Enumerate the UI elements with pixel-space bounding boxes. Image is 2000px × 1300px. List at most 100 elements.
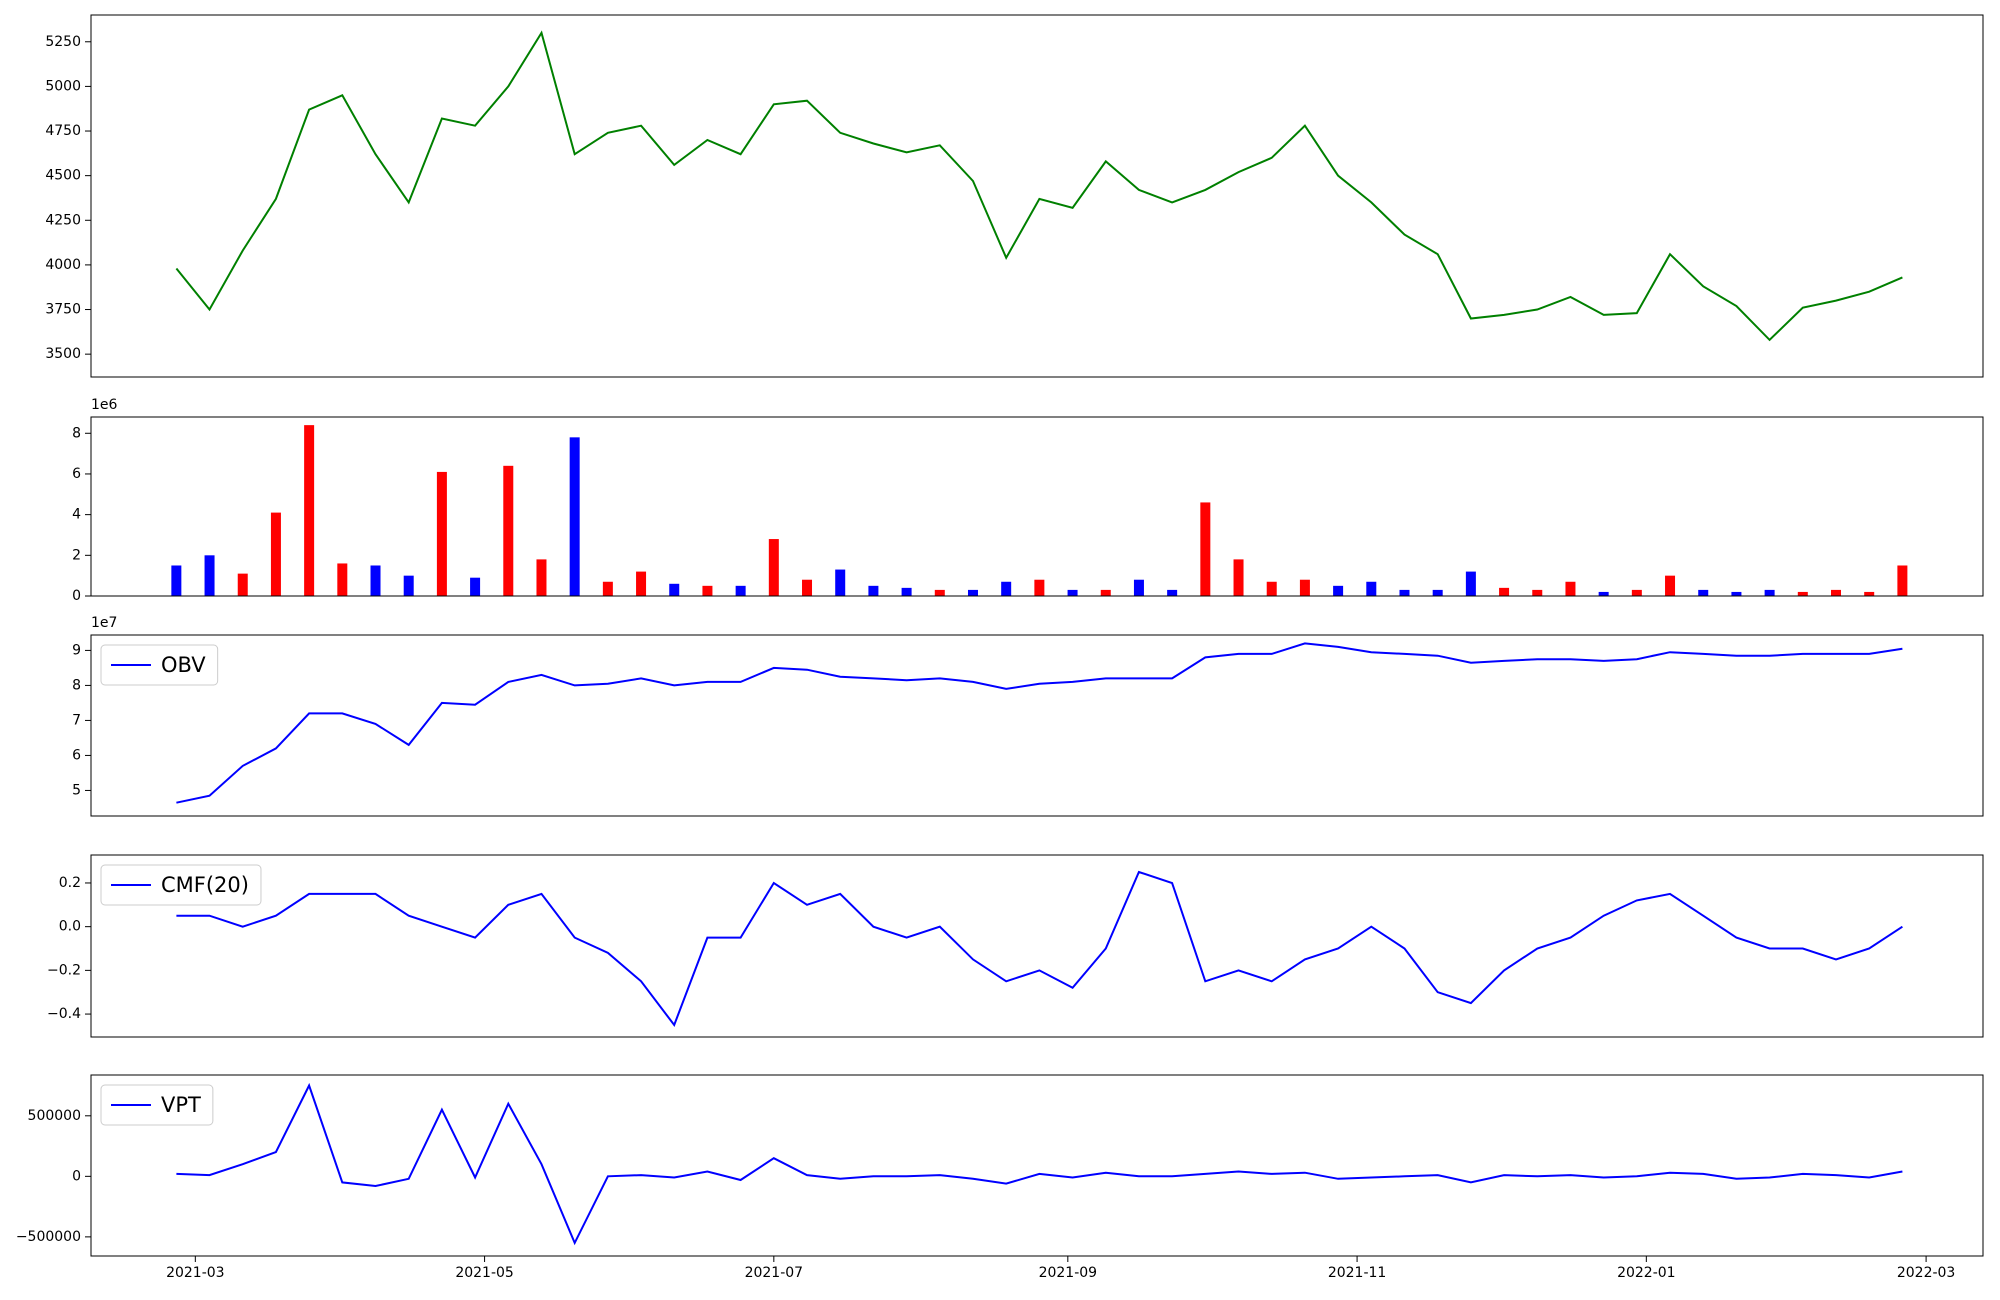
series-line [176, 1082, 1903, 1246]
legend: VPT [100, 1084, 214, 1126]
y-tick-label: 6 [72, 747, 81, 763]
bar [1465, 571, 1476, 596]
panel-frame [90, 416, 1984, 597]
bar [1233, 559, 1244, 596]
bar [934, 589, 945, 596]
y-tick-label: −0.2 [47, 962, 81, 978]
bar [735, 585, 746, 596]
panel-frame [90, 14, 1984, 378]
y-tick-label: −500000 [16, 1229, 81, 1245]
panel: −0.4 −0.2 0.0 0.2 CMF(20) [47, 854, 1984, 1038]
bar [1499, 587, 1510, 596]
y-tick-label: 4500 [45, 168, 81, 184]
bar [1897, 565, 1908, 596]
bar [237, 573, 248, 596]
y-tick-label: 0.2 [59, 875, 81, 891]
bar [1366, 581, 1377, 596]
bar [835, 569, 846, 596]
bar [171, 565, 182, 596]
legend-label: CMF(20) [161, 873, 249, 897]
x-tick-label: 2021-07 [745, 1265, 804, 1281]
x-tick-label: 2022-03 [1897, 1265, 1956, 1281]
series-line [176, 870, 1903, 1028]
bar [802, 579, 813, 596]
panel-frame [90, 1074, 1984, 1257]
legend-box [100, 864, 262, 906]
legend-box [100, 644, 219, 686]
bar [602, 581, 613, 596]
y-tick-label: 3750 [45, 302, 81, 318]
y-tick-label: 0 [72, 588, 81, 604]
x-tick-label: 2021-09 [1039, 1265, 1098, 1281]
bar [204, 555, 215, 596]
bar [1034, 579, 1045, 596]
bar [403, 575, 414, 596]
panel: −500000 0 500000 VPT 2021-03 2021-05 2021-07 20… [16, 1074, 1984, 1281]
bar [503, 465, 514, 596]
panel: 3500 3750 4000 4250 4500 4750 5000 5250 [45, 14, 1984, 378]
bar [967, 589, 978, 596]
bar [1731, 591, 1742, 596]
y-tick-label: −0.4 [47, 1006, 81, 1022]
bar [1831, 589, 1842, 596]
bar [1001, 581, 1012, 596]
y-tick-label: 5000 [45, 78, 81, 94]
bar [1266, 581, 1277, 596]
y-tick-label: 2 [72, 547, 81, 563]
y-tick-label: 0 [72, 1168, 81, 1184]
y-tick-label: 8 [72, 425, 81, 441]
y-tick-label: 4750 [45, 123, 81, 139]
y-tick-label: 7 [72, 712, 81, 728]
panel-frame [90, 854, 1984, 1038]
x-tick-label: 2021-05 [455, 1265, 514, 1281]
bar [1399, 589, 1410, 596]
bar [1067, 589, 1078, 596]
legend-label: VPT [161, 1093, 201, 1117]
y-tick-label: 6 [72, 466, 81, 482]
x-tick-label: 2022-01 [1617, 1265, 1676, 1281]
bar [1299, 579, 1310, 596]
bar [669, 583, 680, 596]
bar [337, 563, 348, 596]
bar [1631, 589, 1642, 596]
legend: CMF(20) [100, 864, 262, 906]
y-tick-label: 500000 [28, 1108, 81, 1124]
bar [1797, 591, 1808, 596]
bar [768, 539, 779, 596]
series-line [175, 30, 1903, 342]
y-tick-label: 8 [72, 677, 81, 693]
legend-box [100, 1084, 214, 1126]
panel: 5 6 7 8 9 1e7 OBV [72, 615, 1984, 817]
bar [270, 512, 281, 596]
x-tick-label: 2021-11 [1328, 1265, 1387, 1281]
offset-label: 1e7 [91, 615, 117, 631]
bar [901, 587, 912, 596]
bar [1665, 575, 1676, 596]
panel: 0 2 4 6 8 1e6 [72, 397, 1984, 604]
y-tick-label: 4000 [45, 257, 81, 273]
bar [569, 437, 580, 596]
bar [1167, 589, 1178, 596]
y-tick-label: 0.0 [59, 919, 81, 935]
bar [1200, 502, 1211, 596]
bar [436, 471, 447, 596]
x-tick-label: 2021-03 [166, 1265, 225, 1281]
bar [1532, 589, 1543, 596]
bar [1764, 589, 1775, 596]
bar [1333, 585, 1344, 596]
bar [1598, 591, 1609, 596]
bar [1864, 591, 1875, 596]
y-tick-label: 9 [72, 642, 81, 658]
legend-label: OBV [161, 653, 206, 677]
bar [470, 577, 481, 596]
bar [1100, 589, 1111, 596]
y-tick-label: 3500 [45, 346, 81, 362]
panel-frame [90, 634, 1984, 817]
y-tick-label: 5250 [45, 34, 81, 50]
offset-label: 1e6 [91, 397, 118, 413]
bar [304, 425, 315, 596]
bar [1133, 579, 1144, 596]
series-line [176, 642, 1903, 804]
bar [1698, 589, 1709, 596]
